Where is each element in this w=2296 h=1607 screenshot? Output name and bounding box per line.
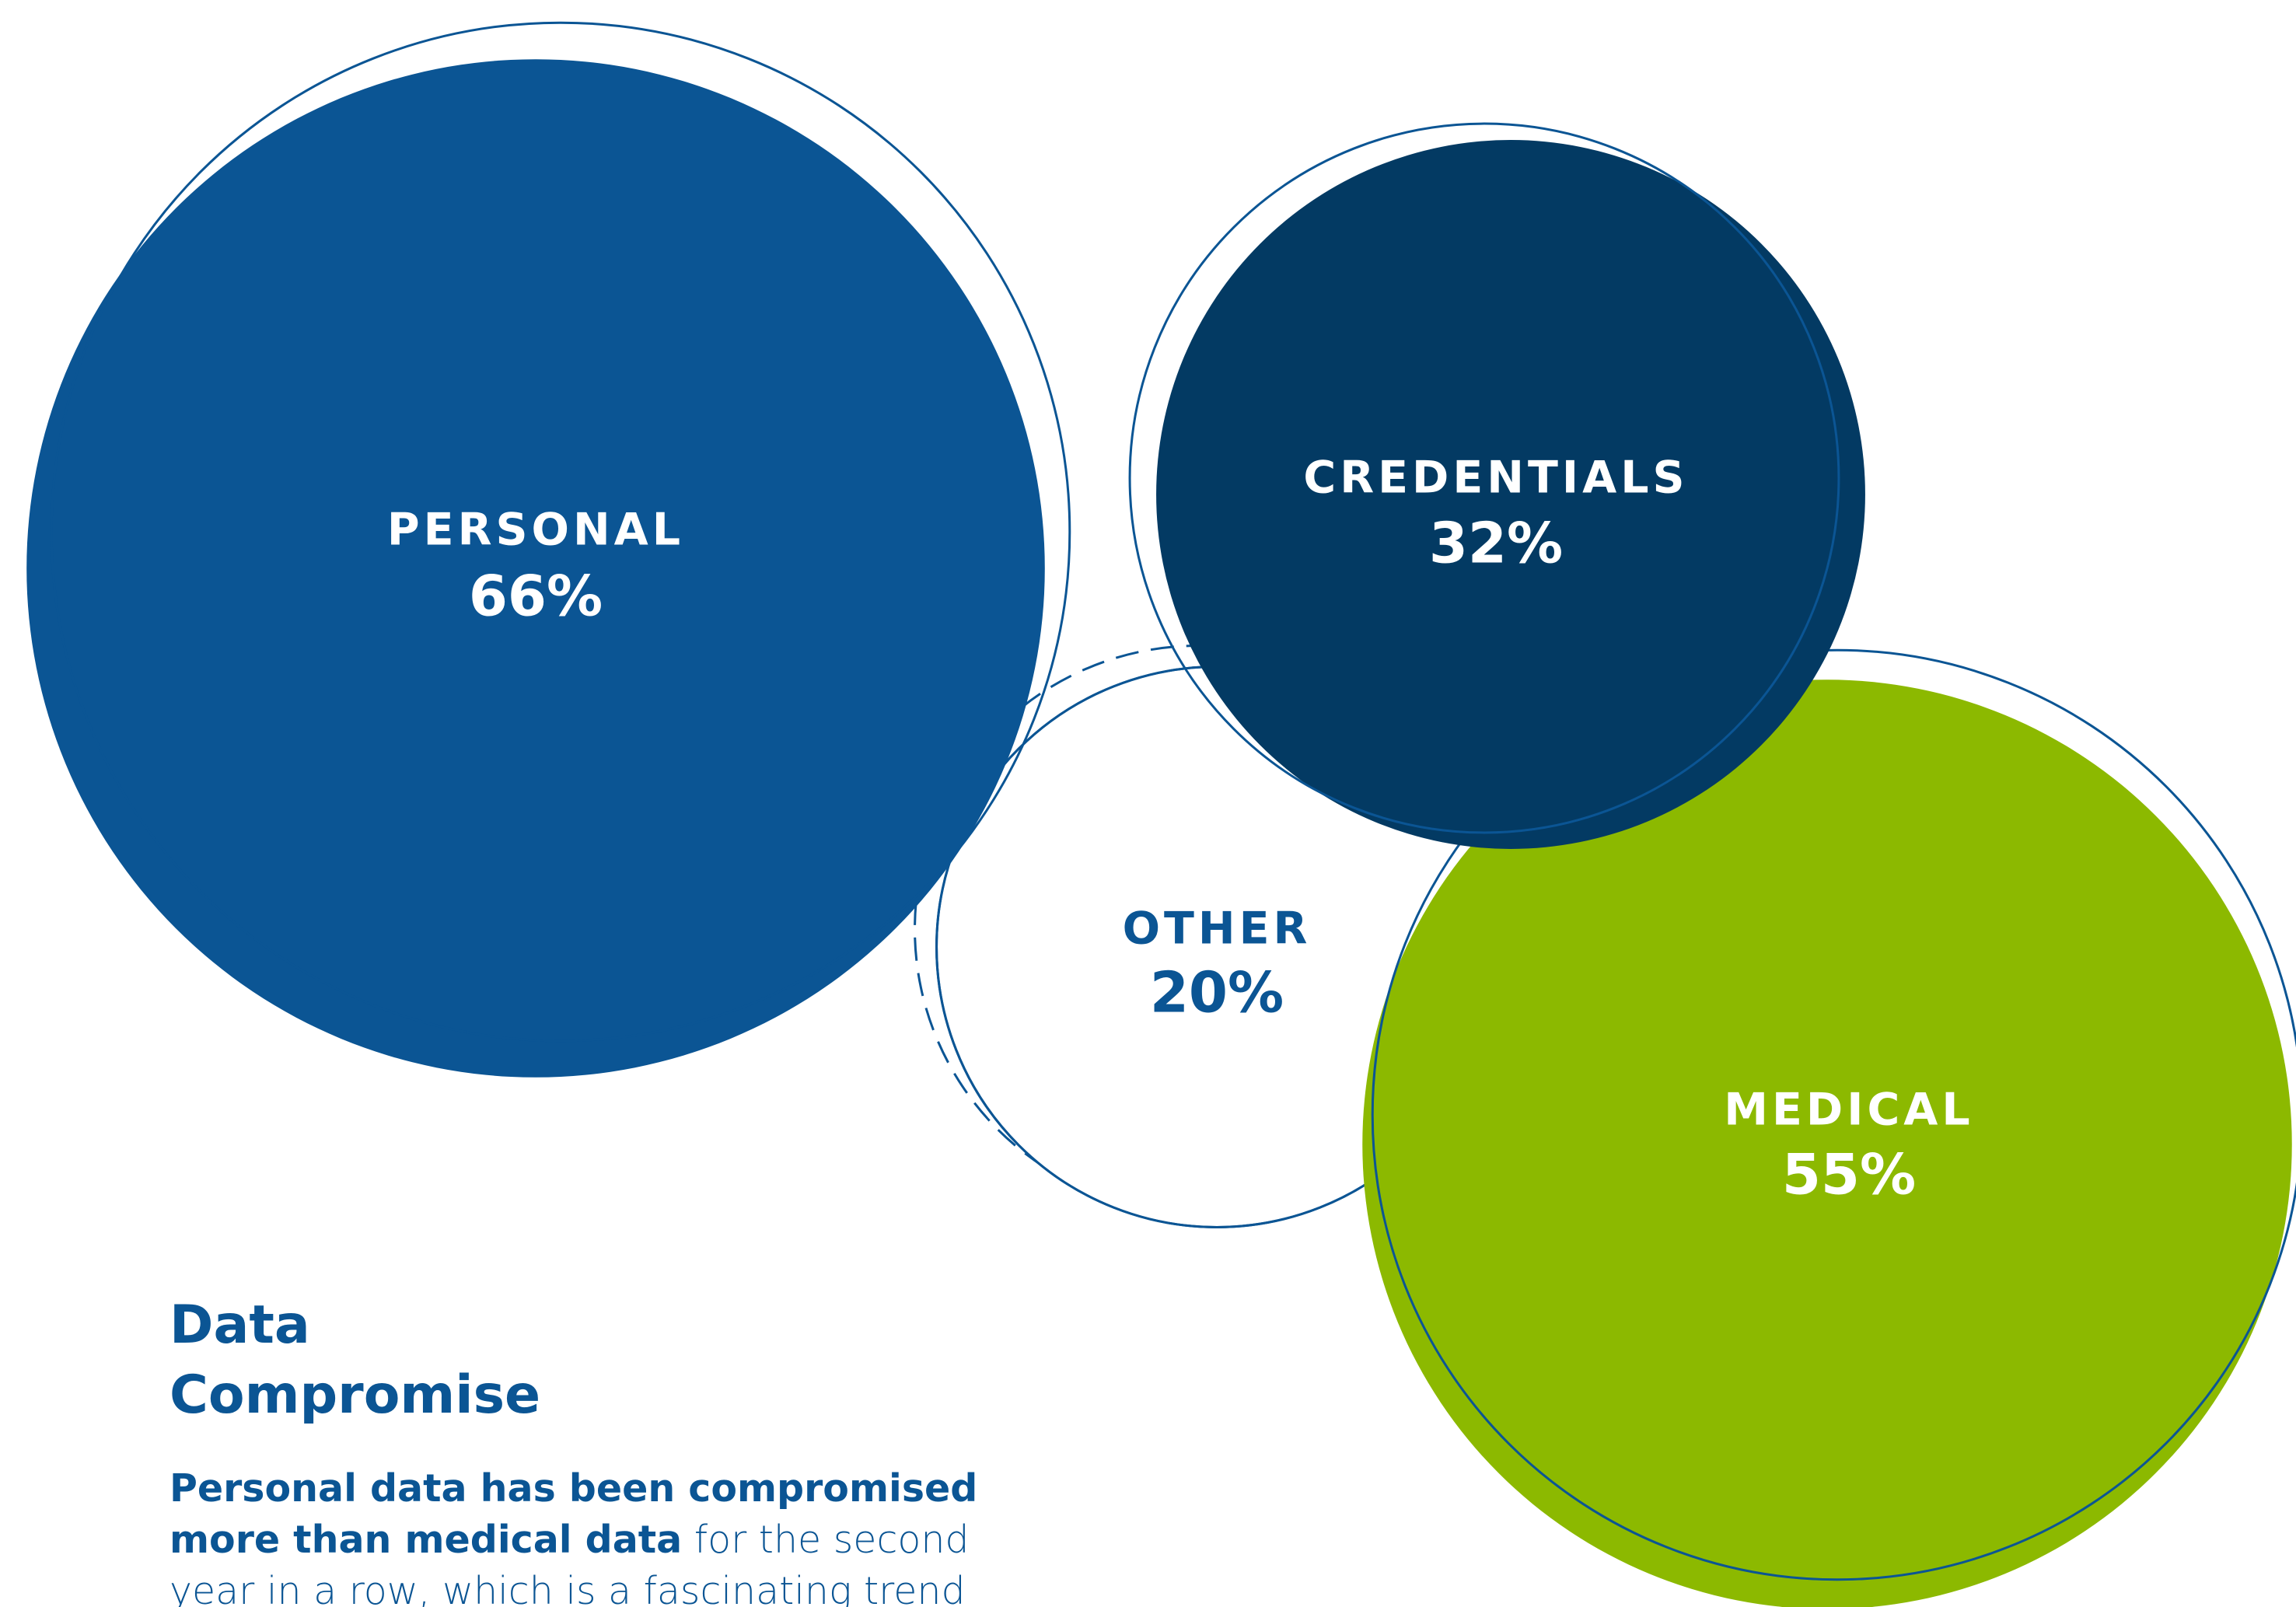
bubble-outline [1371, 648, 2296, 1581]
bubble-value: 20% [1150, 960, 1284, 1025]
bubble-outline [1128, 122, 1840, 834]
bubble-label: OTHER [1123, 903, 1312, 955]
bubble [1156, 140, 1865, 849]
bubble-outline [50, 21, 1071, 1043]
bubble-value: 32% [1429, 511, 1563, 576]
body-regular: for the second year in a row, which is a… [169, 1518, 970, 1607]
title: Data Compromise [169, 1294, 541, 1426]
body-bold: Personal data has been compromised more … [169, 1466, 978, 1562]
bubble-value: 55% [1782, 1142, 1916, 1207]
bubble-label: CREDENTIALS [1303, 452, 1688, 504]
bubble [1362, 679, 2292, 1607]
bubble-label: PERSONAL [387, 505, 684, 556]
bubble [26, 59, 1045, 1078]
body-text: Personal data has been compromised more … [169, 1463, 1040, 1607]
bubble-value: 66% [469, 564, 603, 629]
bubble-label: MEDICAL [1724, 1085, 1973, 1136]
